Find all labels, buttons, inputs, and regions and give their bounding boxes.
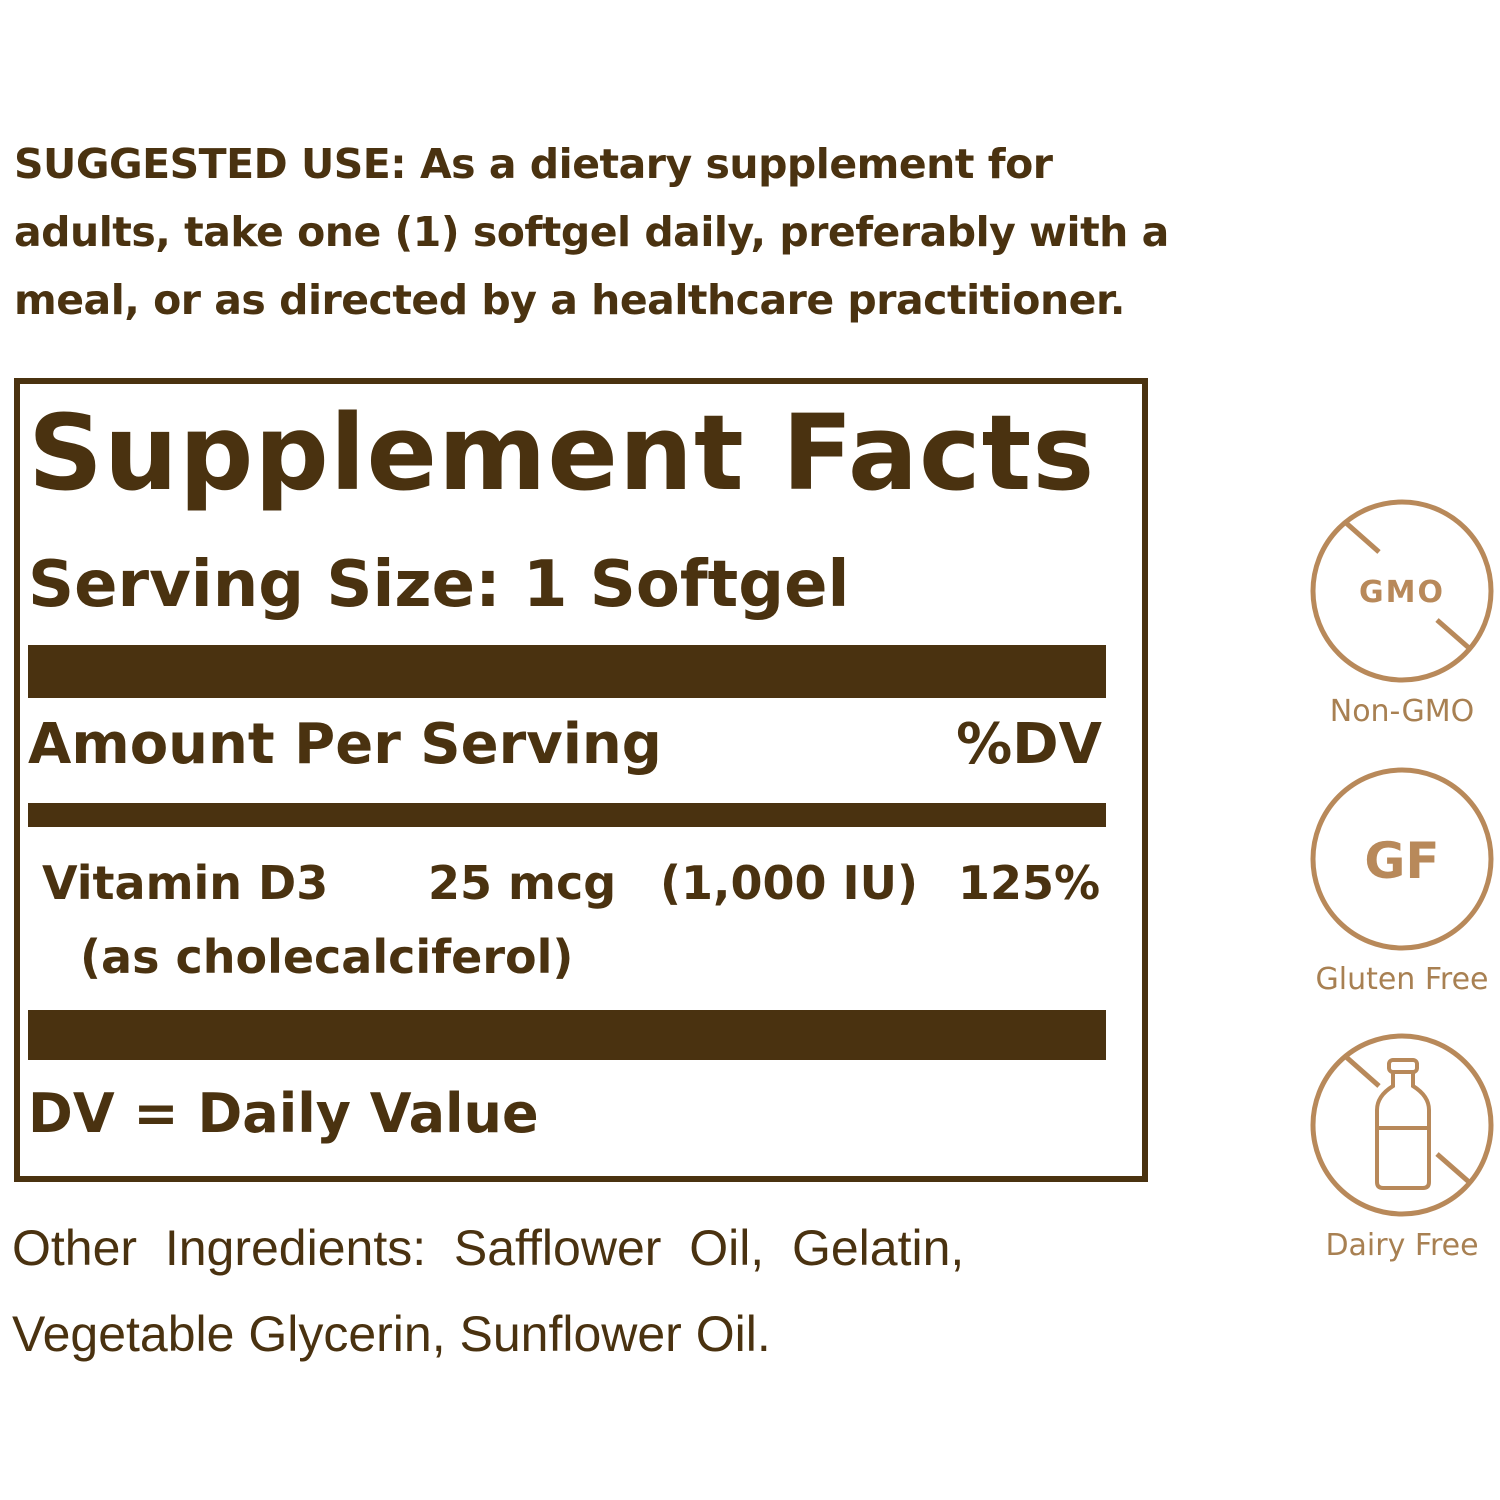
dv-footnote: DV = Daily Value bbox=[28, 1082, 539, 1145]
dv-header: %DV bbox=[956, 712, 1102, 777]
gluten-free-icon: GF bbox=[1310, 767, 1494, 951]
suggested-use-line: meal, or as directed by a healthcare pra… bbox=[14, 276, 1125, 324]
nutrient-form: (as cholecalciferol) bbox=[80, 930, 574, 984]
other-ingredients: Other Ingredients: Safflower Oil, Gelati… bbox=[12, 1205, 964, 1377]
no-gmo-icon: GMO bbox=[1310, 499, 1494, 683]
serving-size: Serving Size: 1 Softgel bbox=[28, 548, 850, 622]
nutrient-amount: 25 mcg bbox=[428, 856, 617, 910]
nutrient-dv: 125% bbox=[958, 856, 1101, 910]
supplement-facts-panel bbox=[14, 378, 1148, 1182]
other-ingredients-line: Vegetable Glycerin, Sunflower Oil. bbox=[12, 1306, 771, 1362]
amount-header: Amount Per Serving bbox=[28, 712, 662, 777]
badge-gluten-free: GF Gluten Free bbox=[1306, 764, 1498, 997]
thick-divider bbox=[28, 1010, 1106, 1060]
suggested-use-line: adults, take one (1) softgel daily, pref… bbox=[14, 208, 1169, 256]
facts-title: Supplement Facts bbox=[28, 392, 1096, 514]
thick-divider bbox=[28, 645, 1106, 698]
gf-symbol: GF bbox=[1364, 832, 1439, 890]
gmo-symbol: GMO bbox=[1359, 575, 1445, 610]
nutrient-iu: (1,000 IU) bbox=[660, 856, 919, 910]
badge-label: Dairy Free bbox=[1325, 1228, 1479, 1263]
badge-dairy-free: Dairy Free bbox=[1306, 1030, 1498, 1263]
suggested-use: SUGGESTED USE: As a dietary supplement f… bbox=[14, 130, 1169, 334]
badge-label: Non-GMO bbox=[1329, 694, 1475, 729]
badge-non-gmo: GMO Non-GMO bbox=[1306, 496, 1498, 729]
medium-divider bbox=[28, 803, 1106, 827]
nutrient-name: Vitamin D3 bbox=[42, 856, 329, 910]
other-ingredients-line: Other Ingredients: Safflower Oil, Gelati… bbox=[12, 1220, 965, 1276]
suggested-use-line: SUGGESTED USE: As a dietary supplement f… bbox=[14, 140, 1053, 188]
dairy-free-icon bbox=[1310, 1033, 1494, 1217]
badge-label: Gluten Free bbox=[1315, 962, 1489, 997]
